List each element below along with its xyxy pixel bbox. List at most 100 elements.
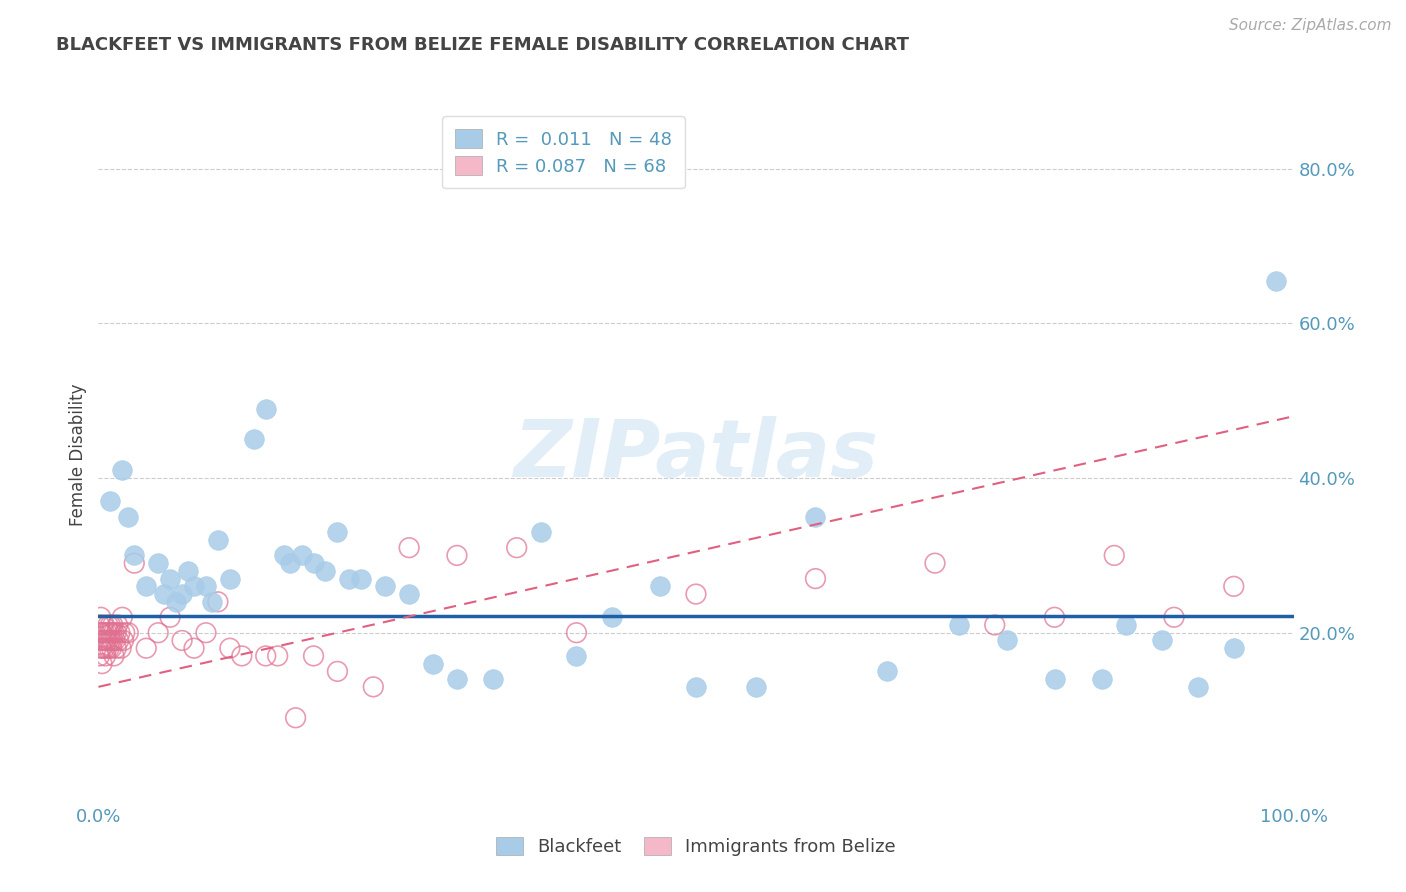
Text: ZIPatlas: ZIPatlas	[513, 416, 879, 494]
Point	[159, 572, 181, 586]
Point	[91, 657, 114, 671]
Point	[172, 587, 194, 601]
Point	[995, 633, 1018, 648]
Point	[91, 625, 114, 640]
Point	[529, 525, 551, 540]
Point	[231, 648, 253, 663]
Point	[1115, 618, 1137, 632]
Point	[89, 633, 111, 648]
Point	[117, 625, 139, 640]
Point	[446, 549, 468, 563]
Legend: Blackfeet, Immigrants from Belize: Blackfeet, Immigrants from Belize	[489, 830, 903, 863]
Point	[194, 579, 217, 593]
Point	[97, 618, 120, 632]
Point	[111, 463, 134, 477]
Point	[90, 641, 112, 656]
Point	[254, 648, 277, 663]
Point	[1264, 274, 1286, 288]
Point	[96, 625, 118, 640]
Point	[98, 618, 122, 632]
Point	[148, 625, 170, 640]
Point	[135, 641, 157, 656]
Point	[648, 579, 672, 593]
Point	[90, 625, 112, 640]
Point	[326, 525, 349, 540]
Point	[284, 711, 307, 725]
Point	[1187, 680, 1209, 694]
Point	[290, 549, 312, 563]
Point	[219, 572, 242, 586]
Point	[89, 618, 111, 632]
Point	[201, 595, 224, 609]
Point	[100, 641, 122, 656]
Point	[89, 648, 111, 663]
Point	[114, 625, 136, 640]
Point	[326, 665, 349, 679]
Point	[177, 564, 200, 578]
Point	[207, 533, 229, 547]
Point	[1150, 633, 1173, 648]
Point	[315, 564, 337, 578]
Point	[124, 549, 146, 563]
Point	[183, 641, 205, 656]
Point	[117, 509, 139, 524]
Point	[91, 618, 114, 632]
Point	[183, 579, 205, 593]
Point	[172, 633, 194, 648]
Point	[398, 541, 420, 555]
Point	[100, 625, 122, 640]
Point	[207, 595, 229, 609]
Point	[273, 549, 295, 563]
Point	[101, 633, 124, 648]
Point	[194, 625, 217, 640]
Point	[1043, 610, 1066, 624]
Point	[243, 433, 266, 447]
Point	[98, 625, 121, 640]
Point	[135, 579, 157, 593]
Point	[804, 509, 827, 524]
Point	[110, 641, 132, 656]
Point	[876, 665, 898, 679]
Point	[97, 633, 120, 648]
Point	[98, 641, 121, 656]
Point	[153, 587, 176, 601]
Point	[983, 618, 1005, 632]
Point	[124, 556, 146, 570]
Point	[101, 618, 124, 632]
Point	[107, 618, 129, 632]
Point	[745, 680, 768, 694]
Point	[96, 641, 118, 656]
Point	[103, 648, 125, 663]
Point	[107, 633, 129, 648]
Point	[103, 625, 125, 640]
Point	[374, 579, 396, 593]
Point	[254, 401, 277, 416]
Point	[159, 610, 181, 624]
Point	[398, 587, 420, 601]
Point	[804, 572, 827, 586]
Point	[91, 641, 114, 656]
Point	[278, 556, 301, 570]
Point	[685, 680, 707, 694]
Point	[481, 672, 505, 686]
Point	[1091, 672, 1114, 686]
Point	[1222, 579, 1246, 593]
Point	[302, 556, 325, 570]
Point	[267, 648, 290, 663]
Point	[363, 680, 385, 694]
Point	[94, 633, 117, 648]
Point	[94, 648, 117, 663]
Text: Source: ZipAtlas.com: Source: ZipAtlas.com	[1229, 18, 1392, 33]
Point	[165, 595, 187, 609]
Y-axis label: Female Disability: Female Disability	[69, 384, 87, 526]
Point	[105, 641, 128, 656]
Point	[104, 633, 127, 648]
Point	[350, 572, 373, 586]
Point	[422, 657, 444, 671]
Point	[1043, 672, 1066, 686]
Point	[1102, 549, 1125, 563]
Point	[1163, 610, 1185, 624]
Point	[108, 625, 131, 640]
Point	[506, 541, 529, 555]
Point	[446, 672, 468, 686]
